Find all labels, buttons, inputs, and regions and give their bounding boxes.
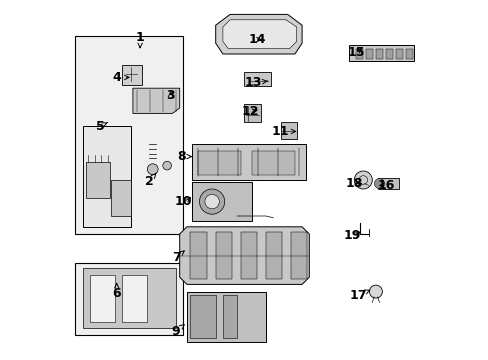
Text: 16: 16 — [377, 179, 395, 192]
Polygon shape — [179, 227, 309, 284]
Text: 3: 3 — [166, 89, 175, 102]
Text: 15: 15 — [346, 46, 364, 59]
Bar — [82, 126, 131, 227]
Text: 10: 10 — [174, 195, 192, 208]
Bar — [75, 36, 183, 234]
Text: 11: 11 — [271, 125, 295, 138]
Bar — [386, 49, 392, 59]
Text: 2: 2 — [144, 173, 156, 188]
Text: 4: 4 — [112, 71, 129, 84]
Bar — [406, 49, 412, 59]
Polygon shape — [244, 72, 271, 86]
Bar — [190, 295, 215, 338]
Bar — [375, 49, 382, 59]
Text: 18: 18 — [345, 177, 362, 190]
Polygon shape — [192, 182, 251, 221]
Bar — [197, 151, 241, 175]
Text: 17: 17 — [348, 289, 369, 302]
Bar — [223, 295, 237, 338]
Text: 13: 13 — [244, 76, 267, 89]
Bar — [241, 232, 257, 279]
Circle shape — [199, 189, 224, 214]
Bar — [122, 275, 147, 322]
Bar — [190, 232, 206, 279]
Bar — [355, 49, 362, 59]
Circle shape — [368, 285, 382, 298]
Bar — [291, 232, 307, 279]
Polygon shape — [86, 162, 109, 198]
Polygon shape — [215, 14, 302, 54]
Polygon shape — [111, 180, 131, 216]
Text: 9: 9 — [171, 325, 184, 338]
Circle shape — [204, 194, 219, 209]
Polygon shape — [348, 45, 413, 61]
Polygon shape — [186, 292, 265, 342]
Text: 19: 19 — [343, 229, 361, 242]
Bar — [215, 232, 231, 279]
Polygon shape — [280, 122, 296, 139]
Text: 12: 12 — [241, 105, 258, 118]
Bar — [122, 65, 142, 85]
Text: 7: 7 — [171, 251, 184, 264]
Bar — [396, 49, 402, 59]
Polygon shape — [82, 268, 176, 328]
Text: 1: 1 — [136, 31, 144, 48]
Circle shape — [147, 164, 158, 175]
Polygon shape — [244, 104, 260, 122]
Circle shape — [354, 171, 371, 189]
Text: 5: 5 — [96, 120, 107, 132]
Text: 8: 8 — [177, 150, 191, 163]
Polygon shape — [223, 20, 296, 49]
Bar — [89, 275, 115, 322]
Polygon shape — [133, 88, 179, 113]
Text: 14: 14 — [248, 33, 265, 46]
Bar — [366, 49, 372, 59]
Circle shape — [163, 161, 171, 170]
Polygon shape — [377, 178, 399, 189]
Bar — [265, 232, 282, 279]
Polygon shape — [192, 144, 305, 180]
Text: 6: 6 — [112, 284, 121, 300]
Bar — [75, 263, 183, 335]
Bar — [251, 151, 294, 175]
Circle shape — [374, 179, 384, 189]
